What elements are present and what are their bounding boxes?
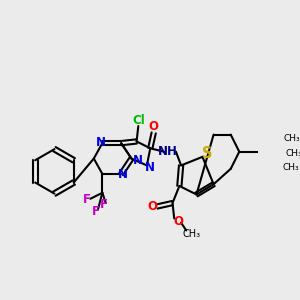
Text: O: O xyxy=(173,215,184,228)
Text: S: S xyxy=(202,146,213,161)
Text: N: N xyxy=(118,168,128,181)
Text: NH: NH xyxy=(158,145,177,158)
Text: CH₃: CH₃ xyxy=(286,149,300,158)
Text: CH₃: CH₃ xyxy=(182,229,200,239)
Text: F: F xyxy=(100,198,108,211)
Text: N: N xyxy=(96,136,106,149)
Text: N: N xyxy=(144,160,154,174)
Text: CH₃: CH₃ xyxy=(282,163,299,172)
Text: N: N xyxy=(133,154,143,167)
Text: F: F xyxy=(92,205,100,218)
Text: O: O xyxy=(149,119,159,133)
Text: Cl: Cl xyxy=(132,114,145,128)
Text: CH₃: CH₃ xyxy=(284,134,300,142)
Text: F: F xyxy=(83,193,91,206)
Text: O: O xyxy=(148,200,158,213)
